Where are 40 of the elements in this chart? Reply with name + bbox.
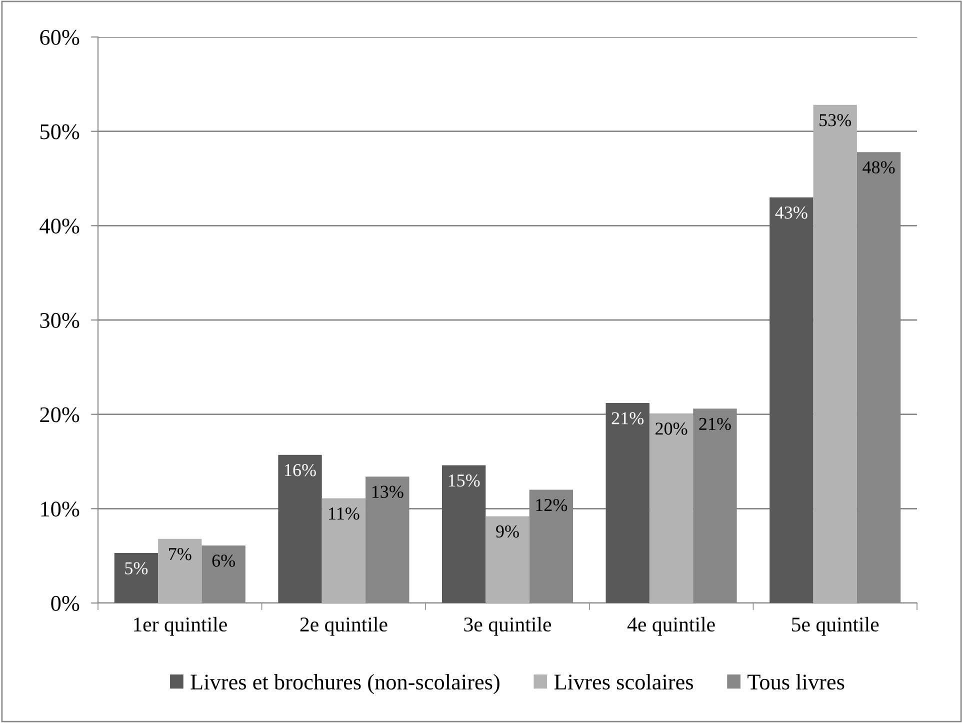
bar <box>442 465 486 603</box>
bar <box>322 498 366 603</box>
x-tick-label: 5e quintile <box>792 616 879 636</box>
bar <box>114 553 158 603</box>
y-tick-label: 0% <box>51 596 80 611</box>
x-tick-label: 2e quintile <box>300 616 388 636</box>
bar <box>770 197 814 603</box>
data-label: 12% <box>536 498 568 512</box>
bar <box>606 403 650 603</box>
data-label: 13% <box>372 486 404 498</box>
y-tick-label: 40% <box>40 218 80 234</box>
legend-label: Livres et brochures (non-scolaires) <box>190 674 500 694</box>
bar <box>486 516 530 603</box>
x-tick-label: 4e quintile <box>627 616 715 636</box>
legend-label: Livres scolaires <box>554 674 694 690</box>
data-label: 6% <box>212 554 235 567</box>
bar <box>813 104 857 603</box>
y-tick-label: 30% <box>40 312 80 328</box>
data-label: 11% <box>329 507 360 520</box>
x-tick-label: 1er quintile <box>134 616 227 636</box>
data-label: 21% <box>699 418 731 430</box>
y-tick-label: 50% <box>40 124 80 140</box>
data-label: 53% <box>820 114 852 126</box>
bar <box>649 413 694 603</box>
bar <box>278 454 322 603</box>
y-tick-label: 60% <box>40 30 80 45</box>
data-label: 9% <box>496 525 519 538</box>
data-label: 48% <box>862 161 895 174</box>
data-label: 7% <box>169 548 192 560</box>
data-label: 15% <box>448 474 480 487</box>
bar <box>158 538 202 603</box>
data-label: 20% <box>656 422 688 435</box>
data-label: 5% <box>125 562 148 574</box>
x-tick-label: 3e quintile <box>464 616 552 636</box>
data-label: 21% <box>612 412 644 424</box>
data-label: 43% <box>775 206 808 219</box>
legend-label: Tous livres <box>748 674 844 690</box>
y-tick-label: 10% <box>41 502 80 517</box>
data-label: 16% <box>285 464 316 476</box>
y-tick-label: 20% <box>40 407 80 422</box>
